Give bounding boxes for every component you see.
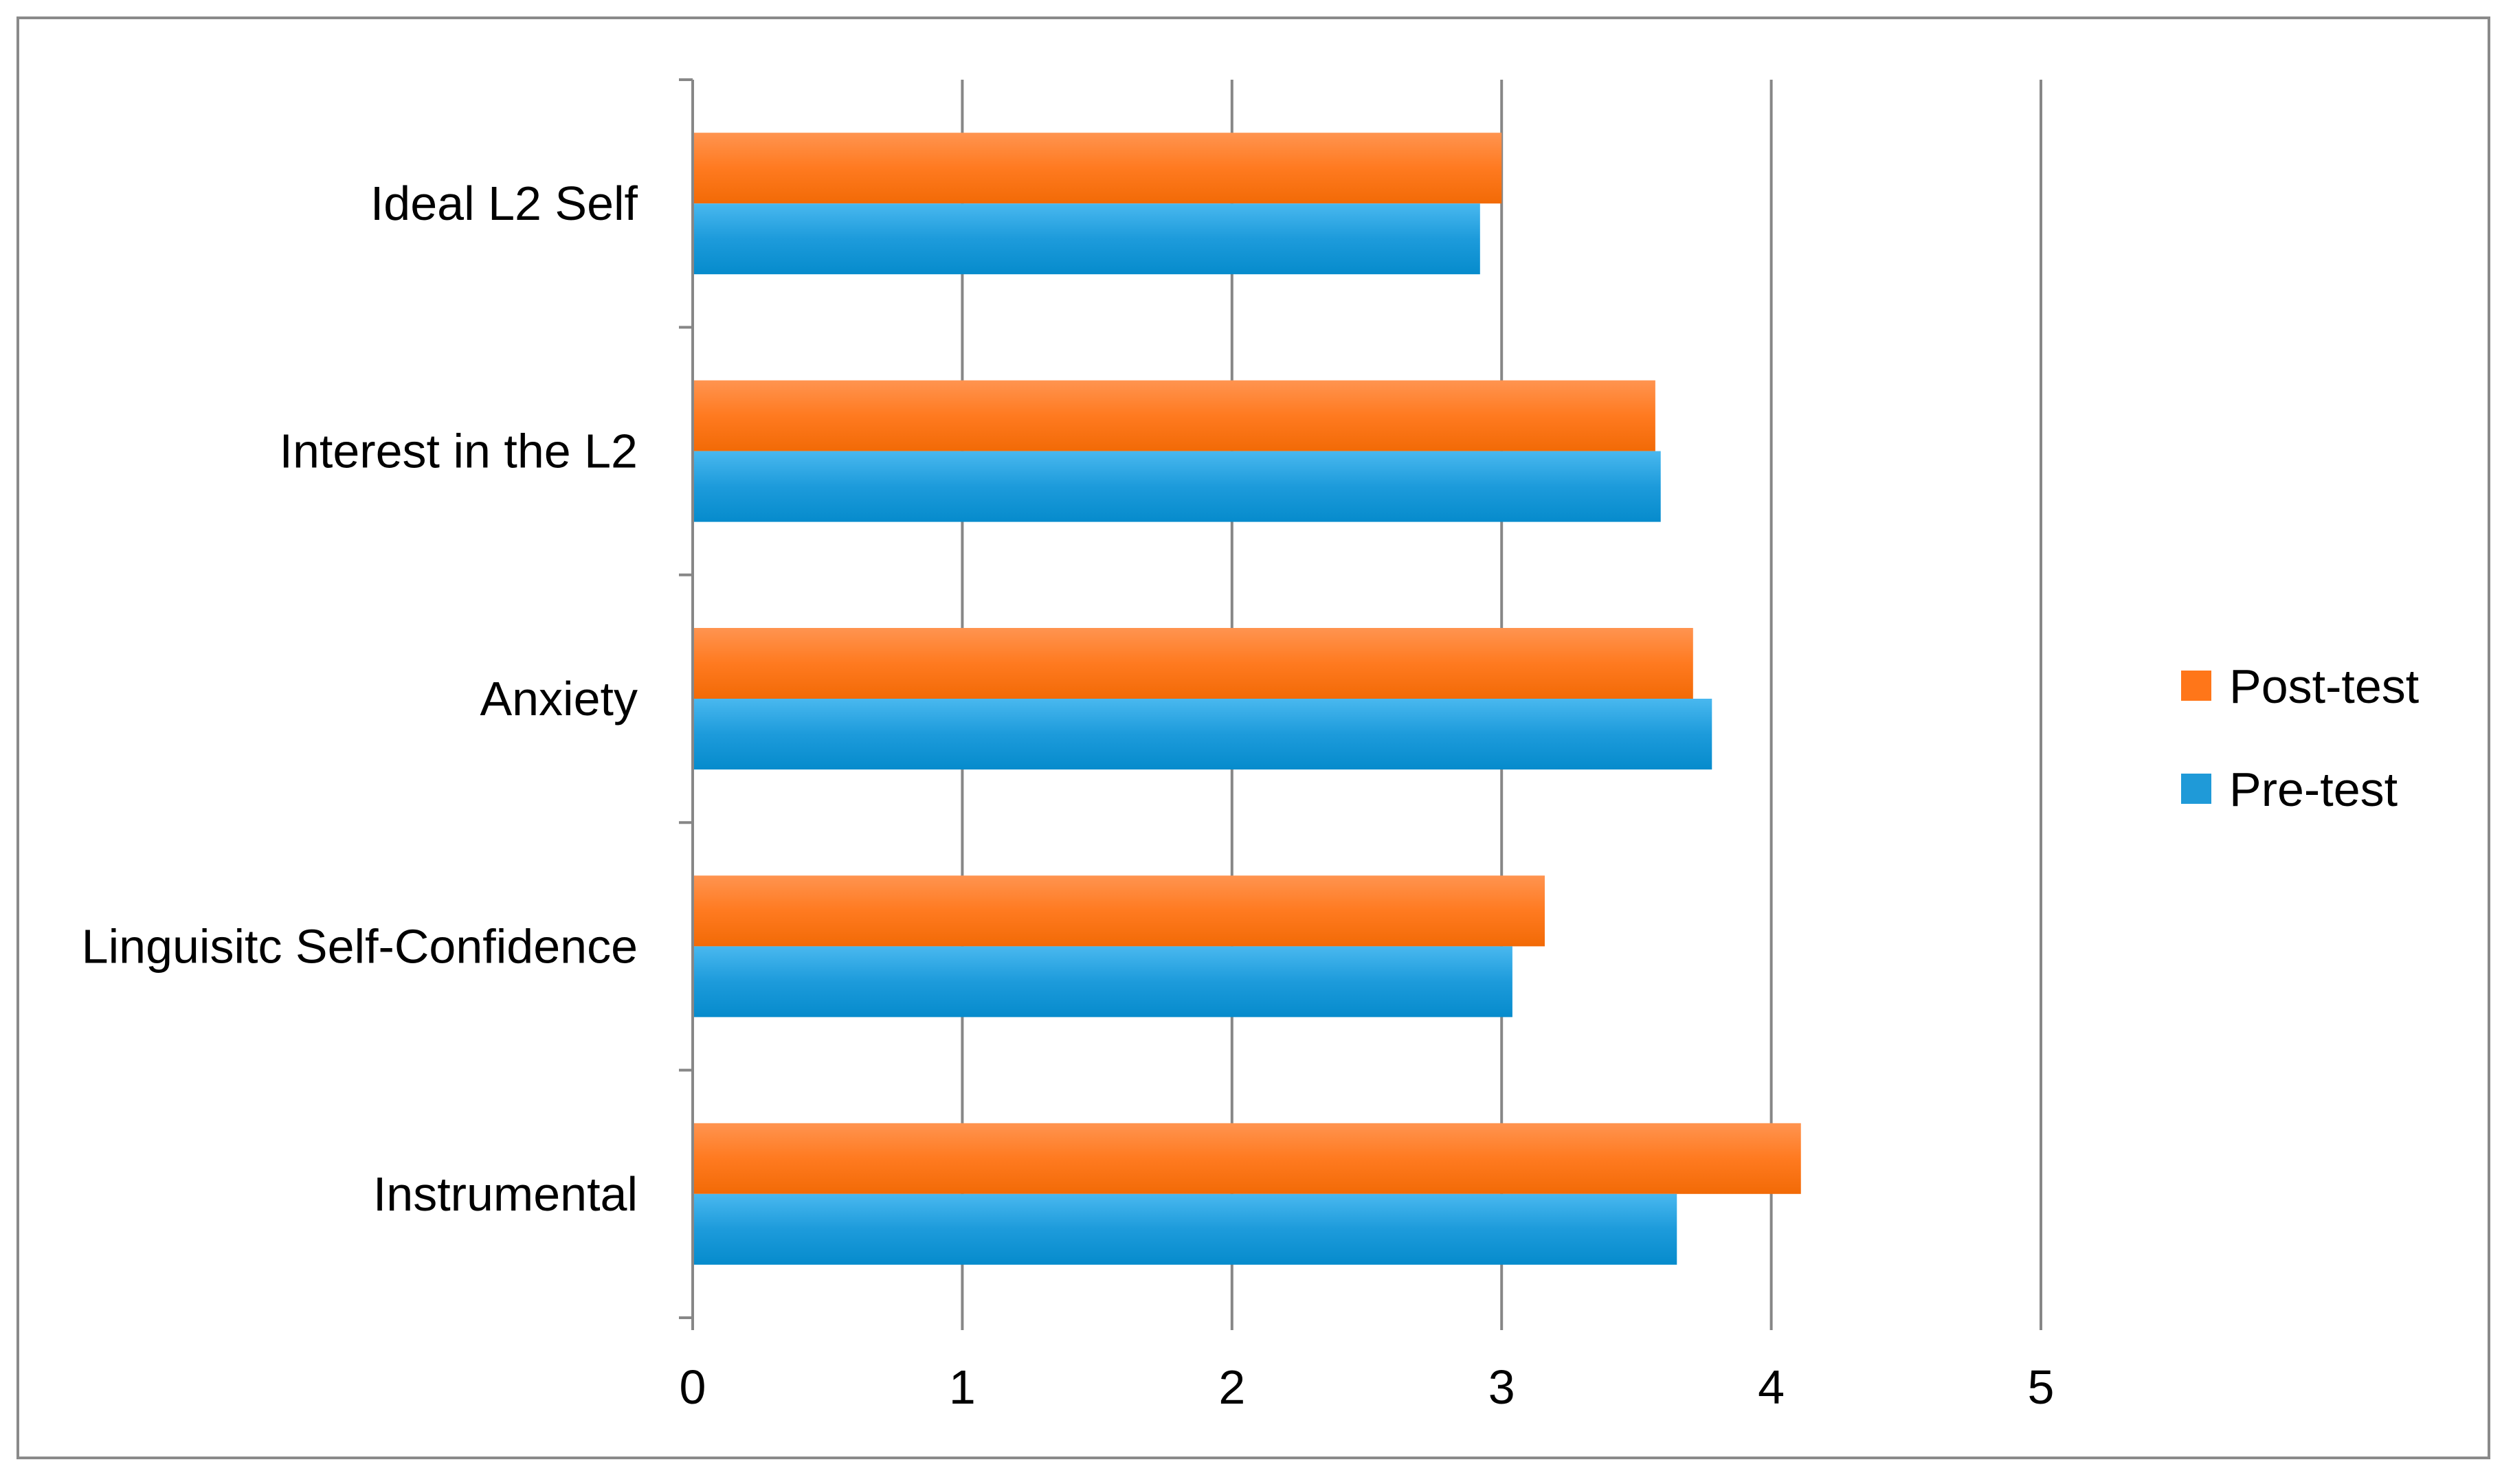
- category-label-linguisitc-self-confidence: Linguisitc Self-Confidence: [82, 919, 638, 973]
- bars: [693, 133, 1801, 1265]
- category-label-anxiety: Anxiety: [480, 672, 638, 726]
- category-label-instrumental: Instrumental: [373, 1167, 638, 1221]
- x-tick-label-5: 5: [2028, 1360, 2055, 1414]
- axes: [679, 78, 2042, 1330]
- x-tick-label-1: 1: [949, 1360, 976, 1414]
- legend-swatch-post-test: [2181, 671, 2211, 701]
- category-label-ideal-l2-self: Ideal L2 Self: [370, 177, 638, 230]
- bar-pre-test-instrumental: [693, 1193, 1677, 1265]
- bar-pre-test-linguisitc-self-confidence: [693, 946, 1512, 1018]
- x-tick-label-0: 0: [680, 1360, 706, 1414]
- legend-label-post-test: Post-test: [2229, 660, 2419, 713]
- x-tick-label-4: 4: [1758, 1360, 1785, 1414]
- bar-pre-test-interest-in-the-l2: [693, 451, 1661, 522]
- bar-pre-test-ideal-l2-self: [693, 203, 1480, 275]
- x-tick-label-3: 3: [1488, 1360, 1515, 1414]
- labels: 0 1 2 3 4 5 Ideal L2 Self Interest in the L2 Anx…: [82, 177, 2055, 1414]
- bar-post-test-linguisitc-self-confidence: [693, 875, 1545, 947]
- bar-pre-test-anxiety: [693, 699, 1712, 769]
- legend-swatch-pre-test: [2181, 774, 2211, 804]
- category-label-interest-in-the-l2: Interest in the L2: [280, 425, 638, 478]
- bar-post-test-instrumental: [693, 1123, 1801, 1194]
- legend-label-pre-test: Pre-test: [2229, 763, 2398, 816]
- bar-post-test-interest-in-the-l2: [693, 380, 1655, 451]
- legend: Post-test Pre-test: [2181, 660, 2419, 816]
- x-tick-label-2: 2: [1218, 1360, 1245, 1414]
- bar-post-test-ideal-l2-self: [693, 133, 1502, 204]
- bar-post-test-anxiety: [693, 628, 1693, 699]
